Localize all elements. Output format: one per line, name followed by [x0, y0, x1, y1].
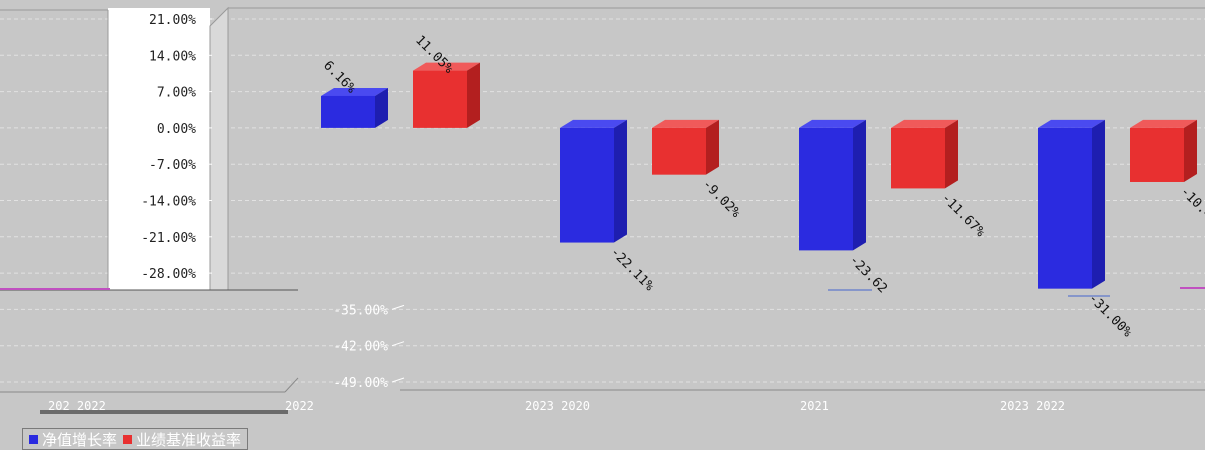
x-tick-label: 2023 2022	[1000, 399, 1065, 413]
bar-side-face	[1184, 119, 1197, 182]
x-axis: 202 2022 2022 2023 2020 2021 2023 2022	[48, 399, 1065, 413]
x-tick-label: 2023 2020	[525, 399, 590, 413]
y-tick-label: 14.00%	[149, 49, 196, 64]
y-tick-label: -42.00%	[333, 340, 388, 355]
lower-panel-corner	[284, 377, 299, 393]
legend: 净值增长率 业绩基准收益率	[22, 428, 249, 450]
bar-top-face	[560, 119, 627, 128]
y-tick-mark	[391, 341, 405, 347]
data-label: -10.43%	[1177, 184, 1205, 233]
x-tick-label: 2021	[800, 399, 829, 413]
y-tick-label: -28.00%	[141, 267, 196, 282]
bar	[652, 127, 706, 175]
bar	[891, 127, 945, 189]
legend-label-nav: 净值增长率	[42, 430, 118, 449]
bar	[1038, 127, 1092, 289]
legend-item-nav: 净值增长率	[29, 429, 117, 450]
bar-top-face	[413, 62, 480, 71]
bar-side-face	[467, 62, 480, 128]
bar	[799, 127, 853, 251]
y-tick-label: 7.00%	[157, 86, 196, 101]
y-tick-label: -35.00%	[333, 303, 388, 318]
data-label: -31.00%	[1085, 291, 1134, 340]
y-tick-mark	[391, 304, 405, 310]
legend-item-benchmark: 业绩基准收益率	[123, 429, 241, 450]
bar-top-face	[321, 87, 388, 96]
bar-side-face	[853, 119, 866, 251]
x-tick-label: 202 2022	[48, 399, 106, 413]
y-tick-label: -21.00%	[141, 231, 196, 246]
axis-panel	[108, 8, 210, 290]
data-label: -9.02%	[699, 177, 743, 221]
legend-swatch-nav	[29, 434, 38, 444]
y-tick-label: 0.00%	[157, 122, 196, 137]
chart-panels	[0, 6, 1205, 414]
bar-top-face	[652, 119, 719, 128]
bars	[321, 62, 1197, 289]
axis-panel-depth	[209, 6, 229, 291]
y-tick-label: 21.00%	[149, 13, 196, 28]
y-tick-label: -49.00%	[333, 376, 388, 391]
data-label: -11.67%	[938, 191, 987, 240]
y-tick-mark	[391, 377, 405, 383]
bar-side-face	[614, 119, 627, 243]
y-tick-label: -7.00%	[149, 158, 196, 173]
bar-top-face	[799, 119, 866, 128]
y-axis: 21.00% 14.00% 7.00% 0.00% -7.00% -14.00% -21.0…	[141, 13, 405, 391]
bar-side-face	[1092, 119, 1105, 289]
bar	[1130, 127, 1184, 182]
legend-label-benchmark: 业绩基准收益率	[136, 430, 242, 449]
bar-side-face	[706, 119, 719, 175]
bar	[321, 95, 375, 128]
bar-side-face	[375, 87, 388, 128]
bar-side-face	[945, 119, 958, 189]
bar-top-face	[1038, 119, 1105, 128]
bar	[560, 127, 614, 243]
scroll-strip	[40, 410, 288, 414]
bar	[413, 70, 467, 128]
legend-swatch-benchmark	[123, 434, 133, 444]
bar-top-face	[1130, 119, 1197, 128]
x-tick-label: 2022	[285, 399, 314, 413]
data-label: -22.11%	[607, 245, 656, 294]
bar-top-face	[891, 119, 958, 128]
y-tick-label: -14.00%	[141, 195, 196, 210]
